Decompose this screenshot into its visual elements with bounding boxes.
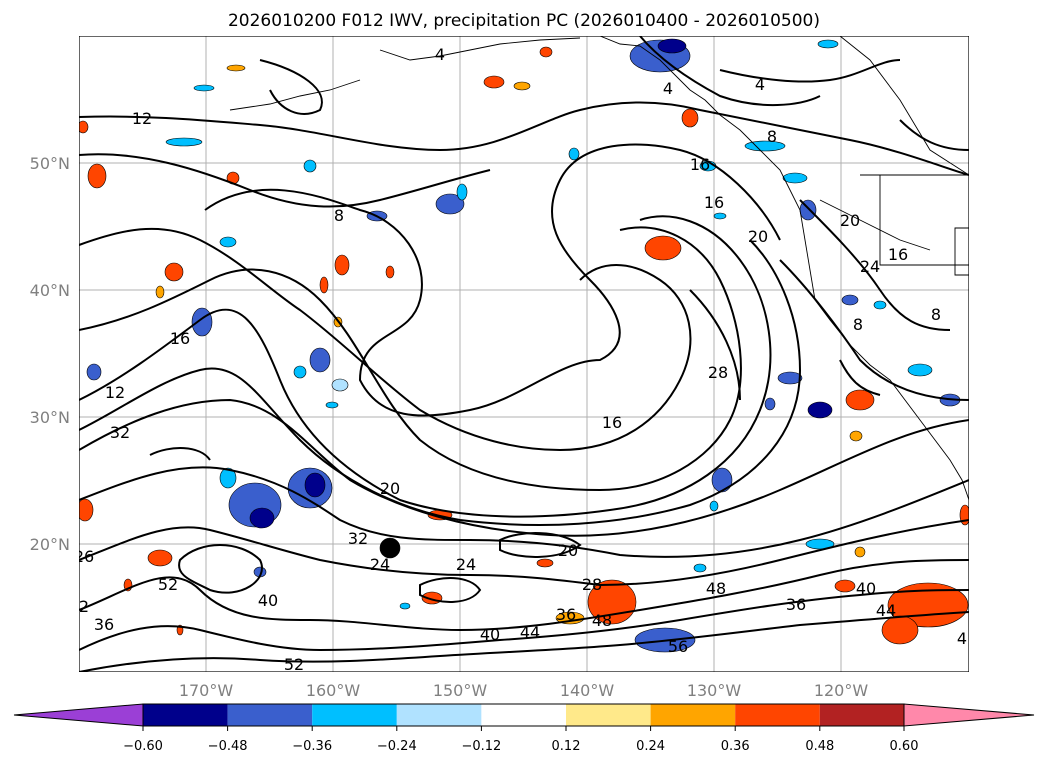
contour-label: 28 bbox=[708, 363, 728, 382]
colorbar-segment bbox=[396, 704, 482, 726]
colorbar-segment bbox=[735, 704, 820, 726]
lat-labels: 50°N 40°N 30°N 20°N bbox=[30, 154, 70, 554]
contour-label: 20 bbox=[840, 211, 860, 230]
contour-label: 12 bbox=[132, 109, 152, 128]
lon-label: 170°W bbox=[179, 681, 234, 700]
contour-label: 20 bbox=[748, 227, 768, 246]
contour-label: 48 bbox=[592, 611, 612, 630]
figure-title: 2026010200 F012 IWV, precipitation PC (2… bbox=[228, 11, 820, 31]
contour-label: 26 bbox=[74, 547, 94, 566]
contour-label: 52 bbox=[284, 655, 304, 674]
colorbar-tick-label: 0.36 bbox=[721, 739, 750, 754]
lon-labels: 170°W 160°W 150°W 140°W 130°W 120°W bbox=[179, 681, 869, 700]
colorbar-segment bbox=[819, 704, 905, 726]
contour-label: 4 bbox=[435, 45, 445, 64]
contour-label: 40 bbox=[480, 625, 500, 644]
contour-label: 40 bbox=[856, 579, 876, 598]
contour-label: 36 bbox=[94, 615, 114, 634]
colorbar-tick-label: −0.24 bbox=[377, 739, 417, 754]
colorbar-segment bbox=[650, 704, 736, 726]
contour-label: 16 bbox=[602, 413, 622, 432]
contour-label: 48 bbox=[706, 579, 726, 598]
contour-label: 24 bbox=[860, 257, 880, 276]
lon-label: 160°W bbox=[306, 681, 361, 700]
contour-label: 28 bbox=[582, 575, 602, 594]
gridlines bbox=[79, 36, 969, 672]
contour-label: 16 bbox=[704, 193, 724, 212]
contour-label: 16 bbox=[690, 155, 710, 174]
contour-label: 32 bbox=[110, 423, 130, 442]
colorbar: −0.60 −0.48 −0.36 −0.24 −0.12 0.12 0.24 … bbox=[13, 703, 1035, 754]
contour-label: 16 bbox=[170, 329, 190, 348]
contour-label: 4 bbox=[663, 79, 673, 98]
lat-label: 50°N bbox=[30, 154, 70, 173]
contour-label: 2 bbox=[79, 597, 89, 616]
contour-label: 8 bbox=[767, 127, 777, 146]
colorbar-tick-label: −0.60 bbox=[123, 739, 163, 754]
contour-label: 4 bbox=[755, 75, 765, 94]
coastlines bbox=[229, 36, 969, 501]
precip-positive-patches bbox=[79, 46, 969, 645]
lat-label: 20°N bbox=[30, 535, 70, 554]
colorbar-segment bbox=[312, 704, 397, 726]
colorbar-tick-label: 0.24 bbox=[636, 739, 665, 754]
contour-label: 32 bbox=[348, 529, 368, 548]
iwv-contours bbox=[79, 36, 969, 672]
lat-label: 40°N bbox=[30, 281, 70, 300]
contour-label: 16 bbox=[888, 245, 908, 264]
contour-label: 44 bbox=[520, 623, 540, 642]
lon-label: 130°W bbox=[687, 681, 742, 700]
contour-label: 24 bbox=[456, 555, 476, 574]
colorbar-segment bbox=[566, 704, 651, 726]
colorbar-max-extension bbox=[903, 703, 1035, 727]
colorbar-min-extension bbox=[13, 703, 144, 727]
contour-label: 4 bbox=[957, 629, 967, 648]
colorbar-segment bbox=[143, 704, 228, 726]
colorbar-tick-label: 0.12 bbox=[552, 739, 581, 754]
lon-label: 120°W bbox=[814, 681, 869, 700]
contour-label: 20 bbox=[380, 479, 400, 498]
map-area: 12 8 4 4 8 16 16 20 20 16 24 8 8 16 12 3… bbox=[74, 36, 969, 674]
colorbar-segment bbox=[481, 704, 566, 726]
contour-labels: 12 8 4 4 8 16 16 20 20 16 24 8 8 16 12 3… bbox=[74, 45, 967, 674]
colorbar-tick-label: 0.60 bbox=[890, 739, 919, 754]
colorbar-tick-label: −0.48 bbox=[208, 739, 248, 754]
contour-label: 20 bbox=[558, 541, 578, 560]
colorbar-tick-label: 0.48 bbox=[805, 739, 834, 754]
colorbar-segment bbox=[227, 704, 313, 726]
colorbar-tick-label: −0.12 bbox=[461, 739, 501, 754]
colorbar-tick-label: −0.36 bbox=[292, 739, 332, 754]
contour-label: 8 bbox=[853, 315, 863, 334]
contour-label: 56 bbox=[668, 637, 688, 656]
lon-label: 150°W bbox=[433, 681, 488, 700]
contour-label: 8 bbox=[334, 206, 344, 225]
contour-label: 52 bbox=[158, 575, 178, 594]
contour-label: 36 bbox=[786, 595, 806, 614]
contour-label: 44 bbox=[876, 601, 896, 620]
contour-label: 8 bbox=[931, 305, 941, 324]
contour-label: 12 bbox=[105, 383, 125, 402]
lon-label: 140°W bbox=[560, 681, 615, 700]
lat-label: 30°N bbox=[30, 408, 70, 427]
contour-label: 36 bbox=[556, 605, 576, 624]
contour-label: 24 bbox=[370, 555, 390, 574]
contour-label: 40 bbox=[258, 591, 278, 610]
